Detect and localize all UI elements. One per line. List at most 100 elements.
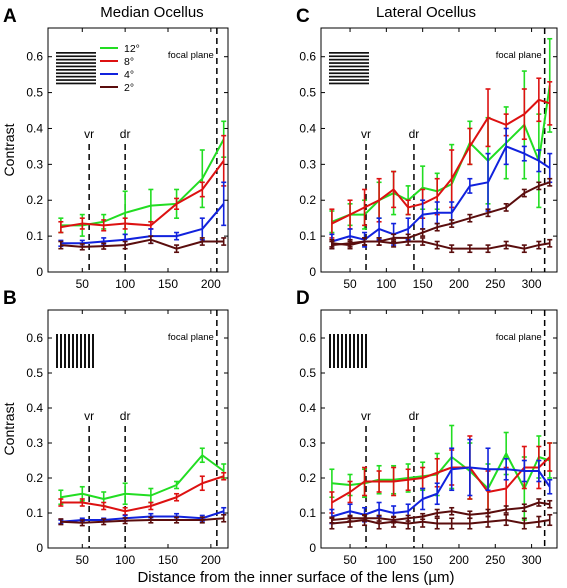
focal-plane-label: focal plane	[168, 332, 214, 343]
y-tick-label: 0.5	[26, 86, 43, 100]
series-line	[331, 519, 550, 525]
y-tick-label: 0.1	[26, 229, 43, 243]
y-tick-label: 0.4	[26, 401, 43, 415]
axes-frame	[47, 309, 229, 549]
y-tick-label: 0.4	[299, 121, 316, 135]
y-tick-label: 0.1	[299, 506, 316, 520]
marker-label-vr: vr	[84, 409, 94, 423]
y-tick-label: 0.5	[299, 366, 316, 380]
axes-frame	[47, 27, 229, 273]
marker-label-dr: dr	[120, 409, 131, 423]
panel-C: C 0 0.1 0.2 0.3 0.4 0.5 0.6 50 100 150 200 250 300 vr d…	[296, 6, 558, 291]
y-tick-label: 0.6	[26, 50, 43, 64]
series-line	[331, 98, 551, 225]
series	[329, 77, 553, 239]
y-axis-label: Contrast	[1, 402, 17, 455]
y-tick-label: 0.4	[299, 401, 316, 415]
x-tick-label: 200	[201, 277, 221, 291]
legend-label: 2°	[124, 82, 134, 94]
panel-B: B 0 0.1 0.2 0.3 0.4 0.5 0.6 50 100 150 200 Contrast v…	[1, 288, 229, 567]
focal-plane-label: focal plane	[496, 332, 542, 343]
x-tick-label: 100	[376, 277, 396, 291]
y-tick-label: 0.5	[26, 366, 43, 380]
panel-letter: B	[3, 288, 17, 309]
x-tick-label: 200	[449, 553, 469, 567]
series-line	[60, 475, 225, 513]
legend-label: 4°	[124, 69, 134, 81]
series	[58, 513, 227, 527]
marker-label-vr: vr	[361, 409, 371, 423]
marker-label-vr: vr	[84, 127, 94, 141]
horizontal-grating-icon	[329, 52, 369, 85]
marker-label-vr: vr	[361, 127, 371, 141]
series-line	[331, 240, 550, 250]
median-ocellus-title: Median Ocellus	[100, 4, 203, 21]
x-tick-label: 100	[376, 553, 396, 567]
series	[329, 513, 553, 530]
x-tick-label: 300	[522, 277, 542, 291]
x-tick-label: 50	[343, 553, 357, 567]
vertical-grating-icon	[56, 334, 94, 368]
y-tick-label: 0.2	[299, 193, 316, 207]
panel-letter: A	[3, 6, 17, 27]
horizontal-grating-icon	[56, 52, 96, 85]
y-axis-label: Contrast	[1, 123, 17, 176]
x-tick-label: 150	[158, 277, 178, 291]
series-line	[331, 466, 551, 518]
series-line	[331, 501, 550, 521]
y-tick-label: 0.3	[299, 157, 316, 171]
y-tick-label: 0.3	[299, 436, 316, 450]
series-line	[60, 517, 224, 524]
series-line	[60, 238, 224, 250]
y-tick-label: 0	[309, 541, 316, 555]
marker-label-dr: dr	[409, 127, 420, 141]
panel-letter: D	[296, 288, 310, 309]
series-line	[60, 160, 225, 229]
x-tick-label: 50	[76, 277, 90, 291]
x-tick-label: 200	[201, 553, 221, 567]
y-tick-label: 0.2	[26, 193, 43, 207]
series-line	[60, 203, 225, 245]
series-line	[60, 510, 225, 523]
y-tick-label: 0.2	[299, 471, 316, 485]
lateral-ocellus-title: Lateral Ocellus	[376, 4, 476, 21]
y-tick-label: 0.3	[26, 157, 43, 171]
series	[58, 134, 227, 234]
axes-frame	[320, 27, 558, 273]
x-tick-label: 100	[115, 553, 135, 567]
series	[58, 447, 227, 507]
marker-label-dr: dr	[120, 127, 131, 141]
y-tick-label: 0.5	[299, 86, 316, 100]
x-tick-label: 250	[485, 553, 505, 567]
series-line	[331, 145, 551, 243]
y-tick-label: 0.6	[299, 50, 316, 64]
x-tick-label: 150	[413, 277, 433, 291]
focal-plane-label: focal plane	[496, 50, 542, 61]
panel-A: A 0 0.1 0.2 0.3 0.4 0.5 0.6 50 100 150 200 Contrast v…	[1, 6, 229, 291]
series	[58, 471, 227, 516]
series	[58, 235, 227, 254]
panel-D: D 0 0.1 0.2 0.3 0.4 0.5 0.6 50 100 150 200 250 300 vr d…	[296, 288, 558, 567]
y-tick-label: 0.3	[26, 436, 43, 450]
x-tick-label: 100	[115, 277, 135, 291]
series-line	[60, 454, 225, 500]
x-tick-label: 150	[413, 553, 433, 567]
y-tick-label: 0	[309, 265, 316, 279]
legend: 12°8°4°2°	[100, 43, 140, 94]
x-tick-label: 200	[449, 277, 469, 291]
y-tick-label: 0.1	[299, 229, 316, 243]
series-line	[60, 138, 225, 227]
legend-label: 12°	[124, 43, 140, 55]
x-tick-label: 50	[76, 553, 90, 567]
x-tick-label: 150	[158, 553, 178, 567]
series	[329, 438, 553, 525]
x-tick-label: 250	[485, 277, 505, 291]
y-tick-label: 0.2	[26, 471, 43, 485]
y-tick-label: 0.4	[26, 121, 43, 135]
axes-frame	[320, 309, 558, 549]
legend-label: 8°	[124, 56, 134, 68]
marker-label-dr: dr	[409, 409, 420, 423]
series-line	[331, 456, 551, 504]
vertical-grating-icon	[329, 334, 367, 368]
